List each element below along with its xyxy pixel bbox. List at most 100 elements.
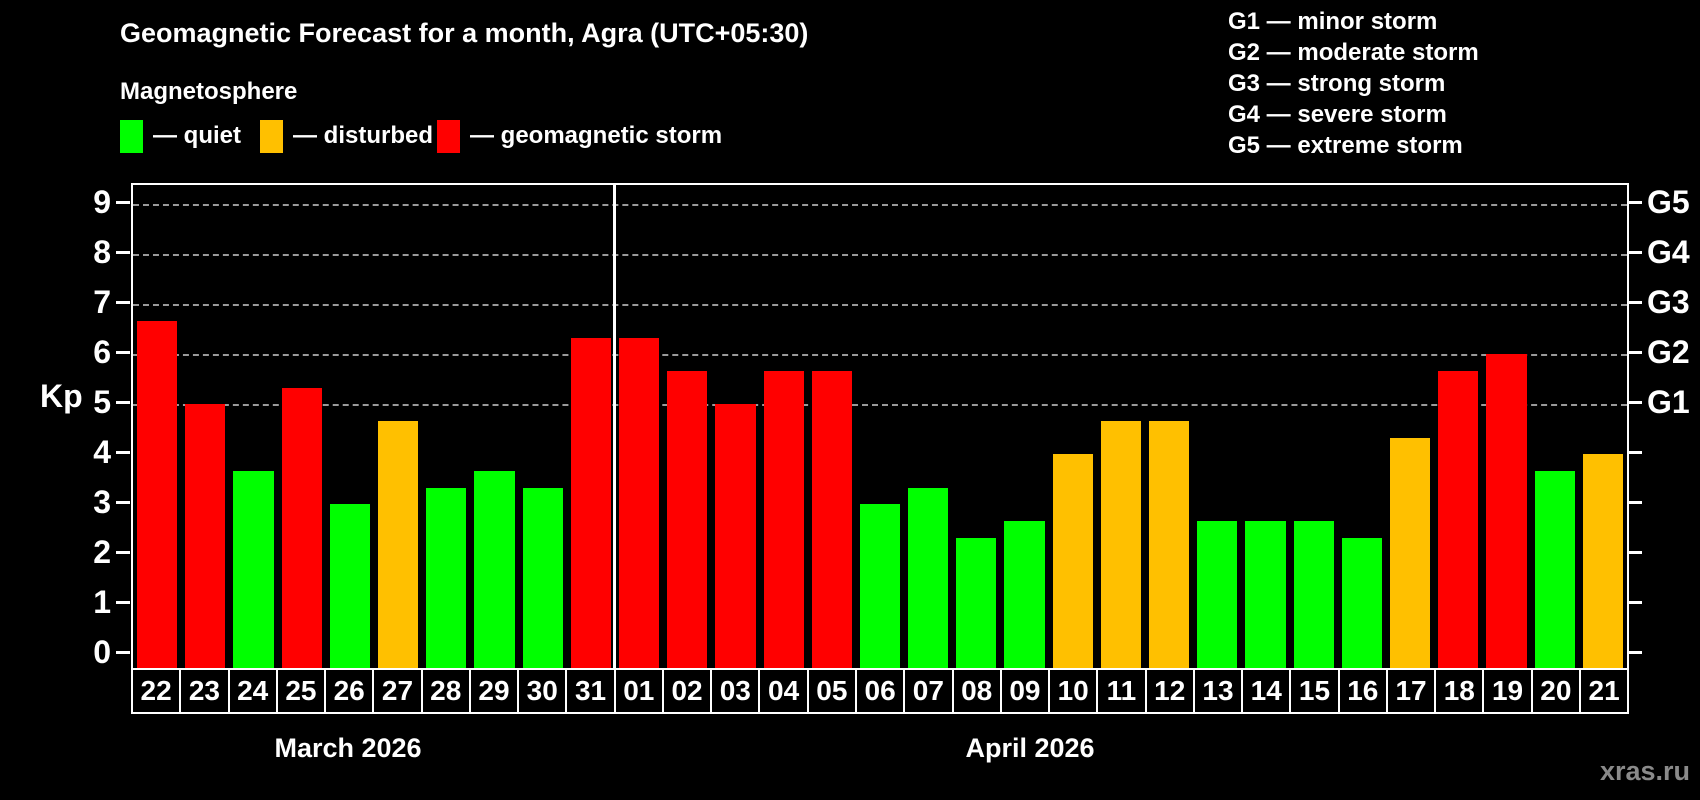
day-axis: 22 23 24 25 26 27 28 29 30 31 01 02 03 04 05 06 07 08 09 10…	[131, 668, 1629, 714]
watermark: xras.ru	[1599, 756, 1690, 786]
left-axis-tick-3	[116, 501, 130, 504]
kp-bar-april-19	[1486, 354, 1527, 670]
day-label-april-15: 15	[1290, 669, 1339, 713]
right-axis-tick-5	[1628, 401, 1642, 404]
kp-bar-march-28	[426, 487, 467, 670]
kp-bar-april-12	[1149, 420, 1190, 670]
kp-bar-march-22	[137, 320, 178, 670]
legend-label-storm: — geomagnetic storm	[470, 122, 723, 149]
kp-bar-april-16	[1341, 537, 1383, 670]
right-axis-tick-6	[1628, 351, 1642, 354]
kp-tick-label-4: 4	[93, 434, 111, 470]
kp-bar-april-20	[1534, 470, 1575, 670]
day-label-march-27: 27	[373, 669, 422, 713]
kp-bar-april-15	[1293, 520, 1334, 670]
kp-bar-april-07	[908, 487, 949, 670]
quiet-color-swatch	[120, 119, 143, 153]
grid-line-kp-8	[133, 254, 1627, 256]
day-label-april-05: 05	[807, 669, 856, 713]
g-axis-label-g5: G5	[1647, 184, 1690, 220]
kp-bar-april-17	[1390, 437, 1431, 670]
kp-tick-label-3: 3	[93, 484, 111, 520]
right-axis-tick-8	[1628, 251, 1642, 254]
day-label-april-04: 04	[759, 669, 808, 713]
left-axis-tick-1	[116, 601, 130, 604]
kp-tick-label-7: 7	[93, 284, 111, 320]
kp-bar-march-26	[329, 504, 370, 670]
right-axis-tick-3	[1628, 501, 1642, 504]
kp-bar-march-27	[377, 420, 419, 670]
kp-bar-march-31	[570, 337, 611, 670]
kp-tick-label-1: 1	[93, 584, 111, 620]
kp-bar-march-29	[474, 470, 515, 670]
left-axis-tick-5	[116, 401, 130, 404]
day-label-april-19: 19	[1483, 669, 1532, 713]
day-label-april-08: 08	[952, 669, 1001, 713]
g-axis-label-g4: G4	[1647, 234, 1690, 270]
right-axis-tick-4	[1628, 451, 1642, 454]
legend-item-quiet: — quiet	[120, 119, 241, 153]
day-label-april-13: 13	[1193, 669, 1243, 713]
day-label-april-16: 16	[1338, 669, 1387, 713]
kp-axis-label: Kp	[40, 378, 83, 414]
g-axis-label-g2: G2	[1647, 334, 1690, 370]
chart-title: Geomagnetic Forecast for a month, Agra (…	[120, 18, 809, 48]
kp-bar-april-04	[763, 370, 804, 670]
right-axis-tick-0	[1628, 651, 1642, 654]
kp-bar-april-06	[859, 504, 901, 670]
kp-bar-april-03	[715, 404, 756, 670]
right-axis-tick-2	[1628, 551, 1642, 554]
day-label-march-23: 23	[180, 669, 229, 713]
kp-tick-label-5: 5	[93, 384, 111, 420]
day-label-march-28: 28	[421, 669, 470, 713]
day-label-april-01: 01	[614, 669, 663, 713]
day-label-march-29: 29	[469, 669, 519, 713]
grid-line-kp-7	[133, 304, 1627, 306]
g-legend-item-g5: G5 — extreme storm	[1228, 132, 1463, 159]
day-label-april-09: 09	[1000, 669, 1050, 713]
day-label-march-30: 30	[518, 669, 567, 713]
kp-bar-april-18	[1438, 370, 1479, 670]
left-axis-tick-0	[116, 651, 130, 654]
day-label-april-11: 11	[1097, 669, 1146, 713]
day-label-march-31: 31	[566, 669, 615, 713]
left-axis-tick-9	[116, 201, 130, 204]
kp-bar-april-01	[618, 337, 660, 670]
storm-color-swatch	[437, 119, 460, 153]
left-axis-tick-6	[116, 351, 130, 354]
right-axis-tick-7	[1628, 301, 1642, 304]
day-label-april-18: 18	[1435, 669, 1484, 713]
day-label-april-02: 02	[662, 669, 712, 713]
right-axis-tick-1	[1628, 601, 1642, 604]
day-label-april-10: 10	[1049, 669, 1098, 713]
kp-bar-march-24	[233, 470, 274, 670]
kp-tick-label-8: 8	[93, 234, 111, 270]
month-label-april: April 2026	[965, 733, 1095, 763]
grid-line-kp-5	[133, 404, 1627, 406]
kp-bar-april-02	[667, 370, 708, 670]
g-legend-item-g1: G1 — minor storm	[1228, 8, 1438, 35]
g-legend-item-g3: G3 — strong storm	[1228, 70, 1446, 97]
day-label-april-06: 06	[855, 669, 905, 713]
kp-bar-march-25	[281, 387, 322, 670]
kp-bar-april-21	[1582, 454, 1623, 670]
disturbed-color-swatch	[260, 119, 283, 153]
day-label-march-26: 26	[325, 669, 374, 713]
grid-line-kp-6	[133, 354, 1627, 356]
kp-tick-label-9: 9	[93, 184, 111, 220]
g-scale-legend: G1 — minor storm G2 — moderate storm G3 …	[1228, 6, 1479, 161]
kp-bar-march-23	[185, 404, 226, 670]
legend-label-quiet: — quiet	[153, 122, 241, 149]
day-label-april-12: 12	[1145, 669, 1194, 713]
day-label-april-03: 03	[711, 669, 760, 713]
g-legend-item-g2: G2 — moderate storm	[1228, 39, 1479, 66]
legend-item-disturbed: — disturbed	[260, 119, 433, 153]
right-axis-tick-9	[1628, 201, 1642, 204]
kp-tick-label-0: 0	[93, 634, 111, 670]
month-label-march: March 2026	[274, 733, 422, 763]
g-axis-label-g1: G1	[1647, 384, 1690, 420]
day-label-march-25: 25	[276, 669, 326, 713]
left-axis-tick-7	[116, 301, 130, 304]
legend-label-disturbed: — disturbed	[293, 122, 434, 149]
kp-bar-april-11	[1100, 420, 1142, 670]
